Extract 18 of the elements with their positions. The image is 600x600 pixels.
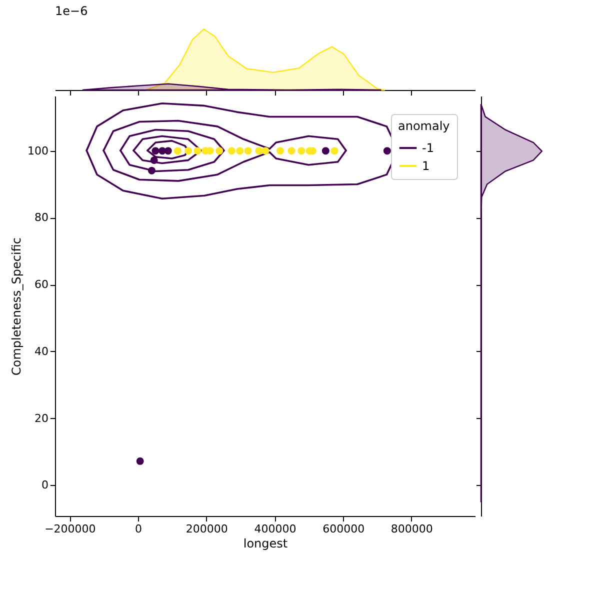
x-tick-label: 200000 <box>186 522 228 536</box>
x-tick-label: 0 <box>135 522 142 536</box>
x-tick-label: 400000 <box>254 522 296 536</box>
x-tick-label: −200000 <box>44 522 96 536</box>
y-tick-label: 0 <box>42 478 48 492</box>
legend-label: -1 <box>422 141 434 155</box>
y-tick-label: 20 <box>34 412 48 425</box>
y-axis-title: Completeness_Specific <box>10 237 24 376</box>
y-tick-label: 60 <box>34 278 48 292</box>
y-tick-label: 80 <box>34 211 48 224</box>
x-tick-label: 800000 <box>390 522 433 536</box>
y-tick-label: 40 <box>34 344 48 358</box>
text: 1e−6 <box>55 4 88 18</box>
legend-label: 1 <box>422 159 430 173</box>
y-tick-label: 100 <box>28 144 48 158</box>
x-axis-title: longest <box>243 536 288 550</box>
legend-title: anomaly <box>398 119 450 133</box>
x-tick-label: 600000 <box>322 522 365 536</box>
